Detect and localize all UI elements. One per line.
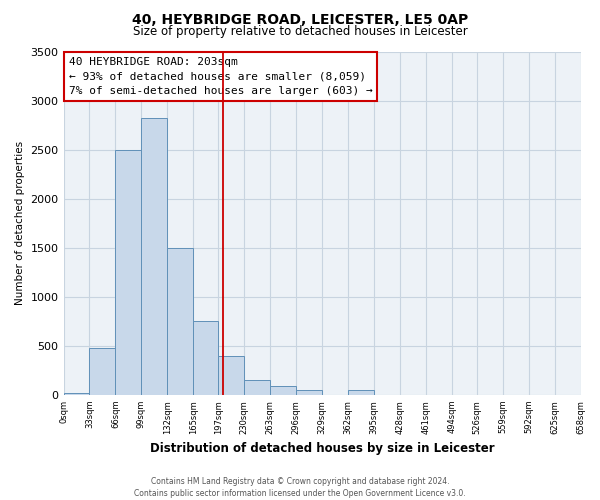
Bar — [348, 390, 374, 395]
Bar — [218, 356, 244, 395]
Bar — [244, 380, 270, 395]
Bar — [115, 150, 142, 395]
Bar — [167, 248, 193, 395]
Bar — [89, 348, 115, 395]
Y-axis label: Number of detached properties: Number of detached properties — [15, 141, 25, 306]
X-axis label: Distribution of detached houses by size in Leicester: Distribution of detached houses by size … — [150, 442, 494, 455]
Bar — [296, 390, 322, 395]
Bar — [270, 386, 296, 395]
Bar — [142, 118, 167, 395]
Text: Contains HM Land Registry data © Crown copyright and database right 2024.
Contai: Contains HM Land Registry data © Crown c… — [134, 476, 466, 498]
Text: Size of property relative to detached houses in Leicester: Size of property relative to detached ho… — [133, 25, 467, 38]
Text: 40, HEYBRIDGE ROAD, LEICESTER, LE5 0AP: 40, HEYBRIDGE ROAD, LEICESTER, LE5 0AP — [132, 12, 468, 26]
Text: 40 HEYBRIDGE ROAD: 203sqm
← 93% of detached houses are smaller (8,059)
7% of sem: 40 HEYBRIDGE ROAD: 203sqm ← 93% of detac… — [69, 56, 373, 96]
Bar — [193, 322, 218, 395]
Bar — [64, 394, 89, 395]
